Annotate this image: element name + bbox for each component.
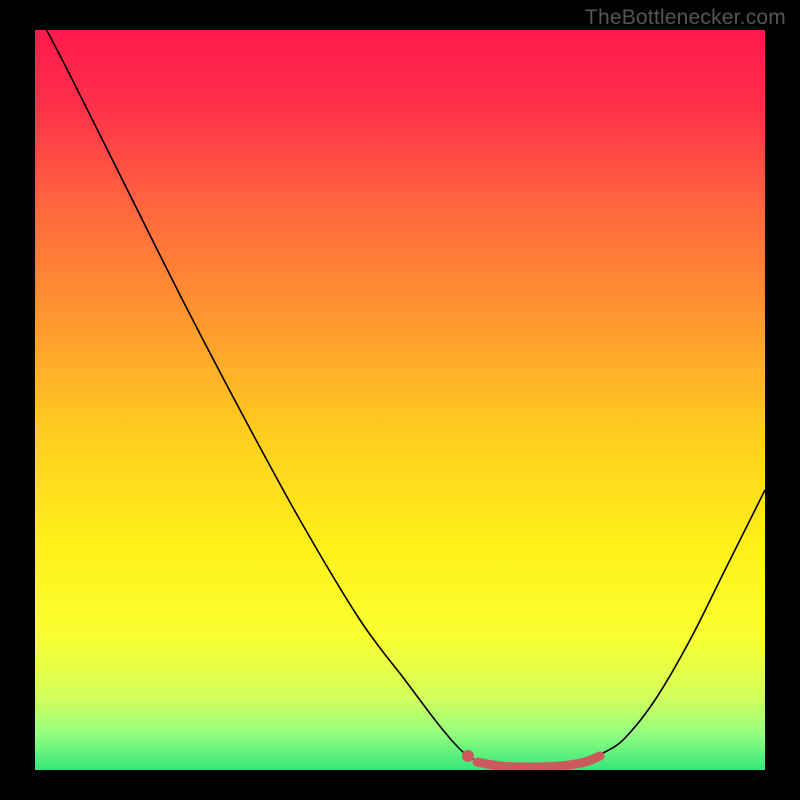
watermark-text: TheBottlenecker.com — [585, 6, 786, 30]
plot-background — [35, 30, 765, 770]
optimal-marker-dot — [462, 750, 474, 762]
chart-svg — [0, 0, 800, 800]
bottleneck-chart: TheBottlenecker.com — [0, 0, 800, 800]
